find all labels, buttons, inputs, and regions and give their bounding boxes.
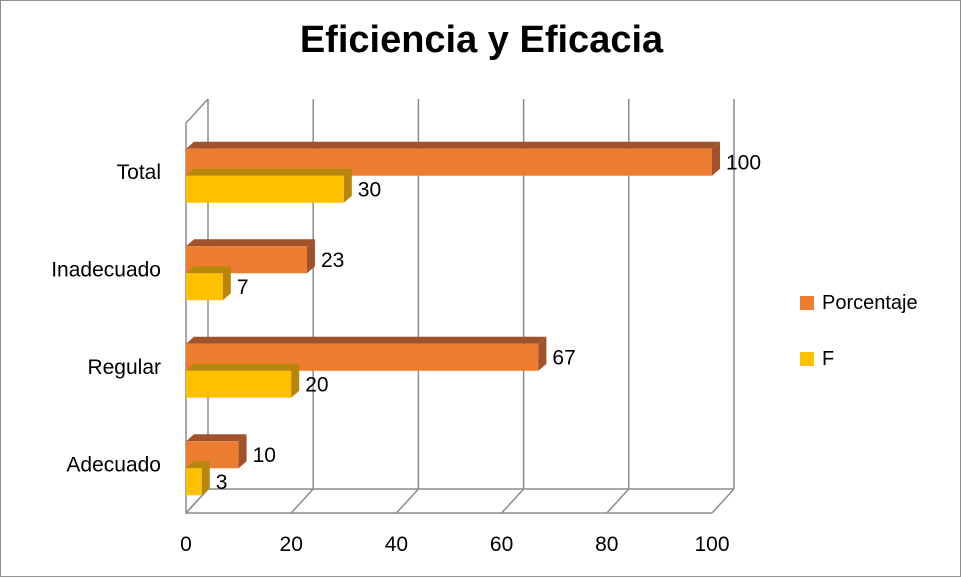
bar-f-adecuado: [186, 461, 210, 495]
floor-connector-2: [396, 489, 418, 513]
y-tick-label-1: Regular: [87, 356, 161, 379]
floor-connector-3: [502, 489, 524, 513]
legend-item-porcentaje: Porcentaje: [800, 290, 918, 316]
bars: [186, 142, 720, 496]
bar-f-regular: [186, 364, 299, 398]
legend: Porcentaje F: [800, 290, 918, 402]
legend-swatch-porcentaje: [800, 296, 814, 310]
bar-f-total: [186, 169, 352, 203]
data-label-f-inadecuado: 7: [237, 276, 249, 299]
data-label-porcentaje-inadecuado: 23: [321, 249, 344, 272]
bar-top-face: [186, 337, 546, 344]
floor-connector-4: [607, 489, 629, 513]
data-label-porcentaje-adecuado: 10: [253, 444, 276, 467]
bar-front-face: [186, 371, 291, 398]
x-tick-label-2: 40: [385, 533, 408, 556]
bar-front-face: [186, 273, 223, 300]
legend-item-f: F: [800, 346, 918, 372]
data-label-porcentaje-total: 100: [726, 151, 761, 174]
y-tick-label-0: Adecuado: [66, 453, 161, 476]
floor-connector-1: [291, 489, 313, 513]
data-label-porcentaje-regular: 67: [552, 346, 575, 369]
y-tick-label-2: Inadecuado: [51, 258, 161, 281]
data-label-f-regular: 20: [305, 373, 328, 396]
x-tick-label-4: 80: [595, 533, 618, 556]
bar-top-face: [186, 169, 352, 176]
data-label-f-adecuado: 3: [216, 471, 228, 494]
bar-top-face: [186, 364, 299, 371]
bar-top-face: [186, 142, 720, 149]
bar-top-face: [186, 239, 315, 246]
x-tick-label-0: 0: [180, 533, 192, 556]
legend-label-porcentaje: Porcentaje: [822, 292, 918, 315]
x-tick-label-1: 20: [280, 533, 303, 556]
data-label-f-total: 30: [358, 178, 381, 201]
floor-connector-5: [712, 489, 734, 513]
x-tick-label-5: 100: [694, 533, 729, 556]
bar-f-inadecuado: [186, 266, 231, 300]
bar-top-face: [186, 434, 247, 441]
legend-label-f: F: [822, 348, 834, 371]
bar-front-face: [186, 176, 344, 203]
bar-front-face: [186, 468, 202, 495]
x-tick-label-3: 60: [490, 533, 513, 556]
legend-swatch-f: [800, 352, 814, 366]
y-tick-label-3: Total: [117, 161, 161, 184]
